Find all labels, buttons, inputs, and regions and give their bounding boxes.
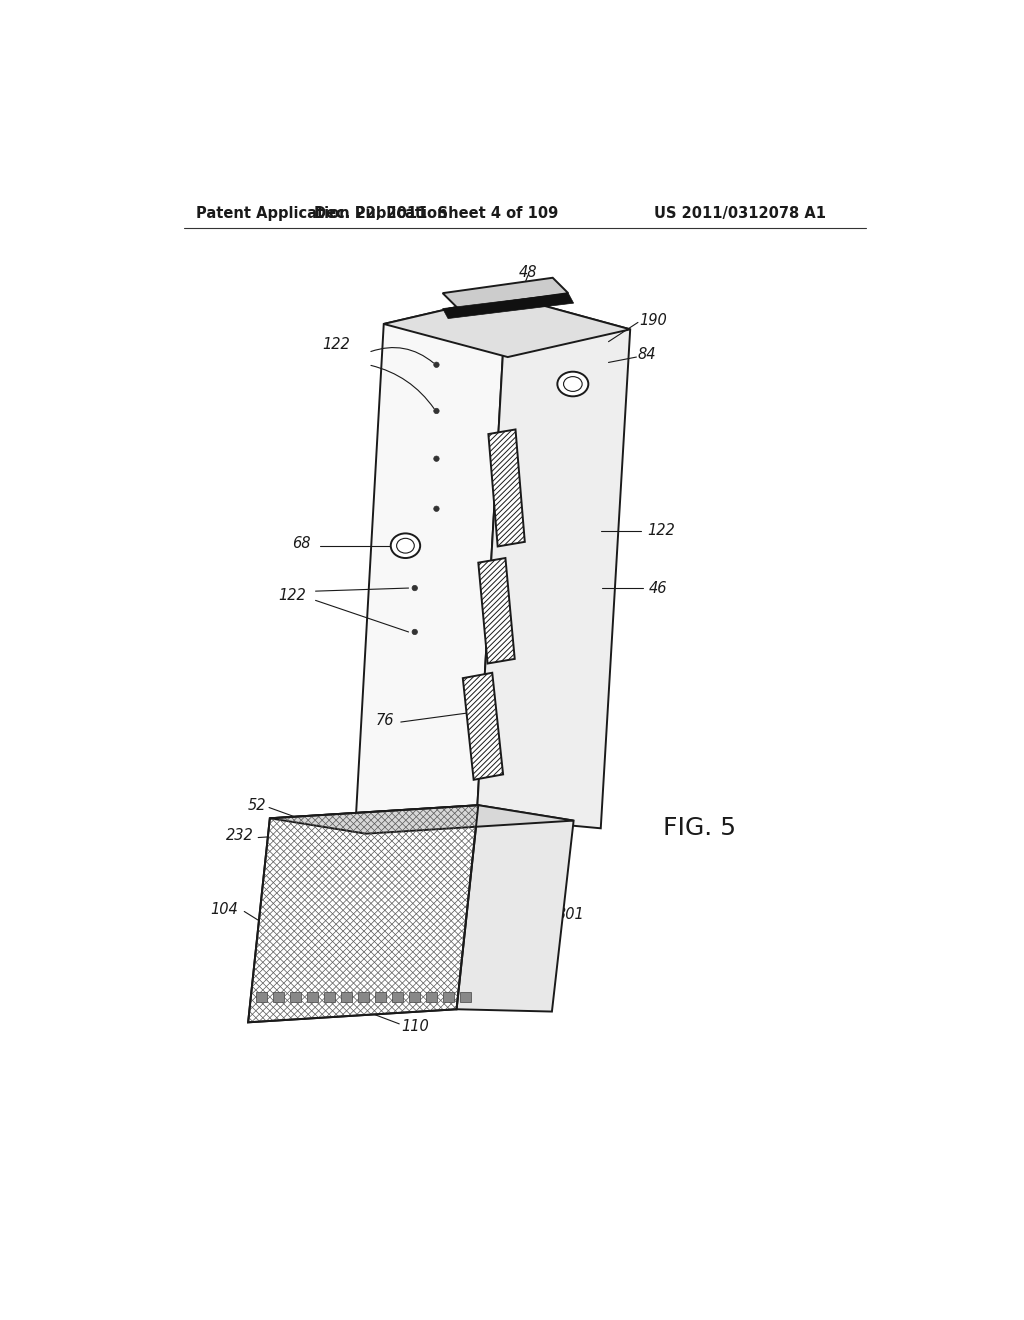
Text: US 2011/0312078 A1: US 2011/0312078 A1 [654, 206, 826, 222]
Polygon shape [488, 429, 524, 546]
Bar [273, 991, 284, 1002]
Ellipse shape [434, 506, 439, 511]
Polygon shape [354, 296, 506, 845]
Text: 122: 122 [279, 589, 306, 603]
Text: 122: 122 [647, 523, 675, 537]
Polygon shape [442, 277, 568, 309]
Bar [410, 991, 420, 1002]
Text: 84: 84 [638, 347, 656, 362]
Polygon shape [442, 293, 573, 318]
Text: 122: 122 [323, 337, 350, 352]
Bar [443, 991, 455, 1002]
Ellipse shape [434, 408, 439, 413]
Bar [290, 991, 301, 1002]
Bar [358, 991, 369, 1002]
Text: 48: 48 [518, 265, 538, 280]
Polygon shape [248, 805, 478, 1022]
Bar [426, 991, 437, 1002]
Text: 68: 68 [292, 536, 310, 550]
Ellipse shape [557, 372, 589, 396]
Text: 76: 76 [376, 713, 394, 729]
Text: Patent Application Publication: Patent Application Publication [197, 206, 447, 222]
Polygon shape [457, 805, 573, 1011]
Text: 52: 52 [248, 797, 266, 813]
Text: 232: 232 [226, 829, 254, 843]
Bar [341, 991, 352, 1002]
Text: 110: 110 [400, 1019, 429, 1035]
Ellipse shape [412, 585, 418, 591]
Bar [256, 991, 266, 1002]
Text: 104: 104 [210, 902, 238, 916]
Text: Dec. 22, 2011  Sheet 4 of 109: Dec. 22, 2011 Sheet 4 of 109 [314, 206, 558, 222]
Ellipse shape [434, 455, 439, 462]
Text: 301: 301 [557, 907, 585, 923]
Bar [324, 991, 335, 1002]
Polygon shape [384, 296, 630, 358]
Polygon shape [478, 558, 515, 664]
Bar [461, 991, 471, 1002]
Text: FIG. 5: FIG. 5 [663, 816, 736, 841]
Bar [307, 991, 317, 1002]
Polygon shape [477, 296, 630, 829]
Bar [392, 991, 403, 1002]
Text: 190: 190 [640, 313, 668, 327]
Polygon shape [270, 805, 573, 834]
Ellipse shape [412, 630, 418, 635]
Ellipse shape [434, 362, 439, 367]
Ellipse shape [391, 533, 420, 558]
Polygon shape [463, 673, 503, 780]
Text: 46: 46 [649, 581, 668, 595]
Bar [375, 991, 386, 1002]
